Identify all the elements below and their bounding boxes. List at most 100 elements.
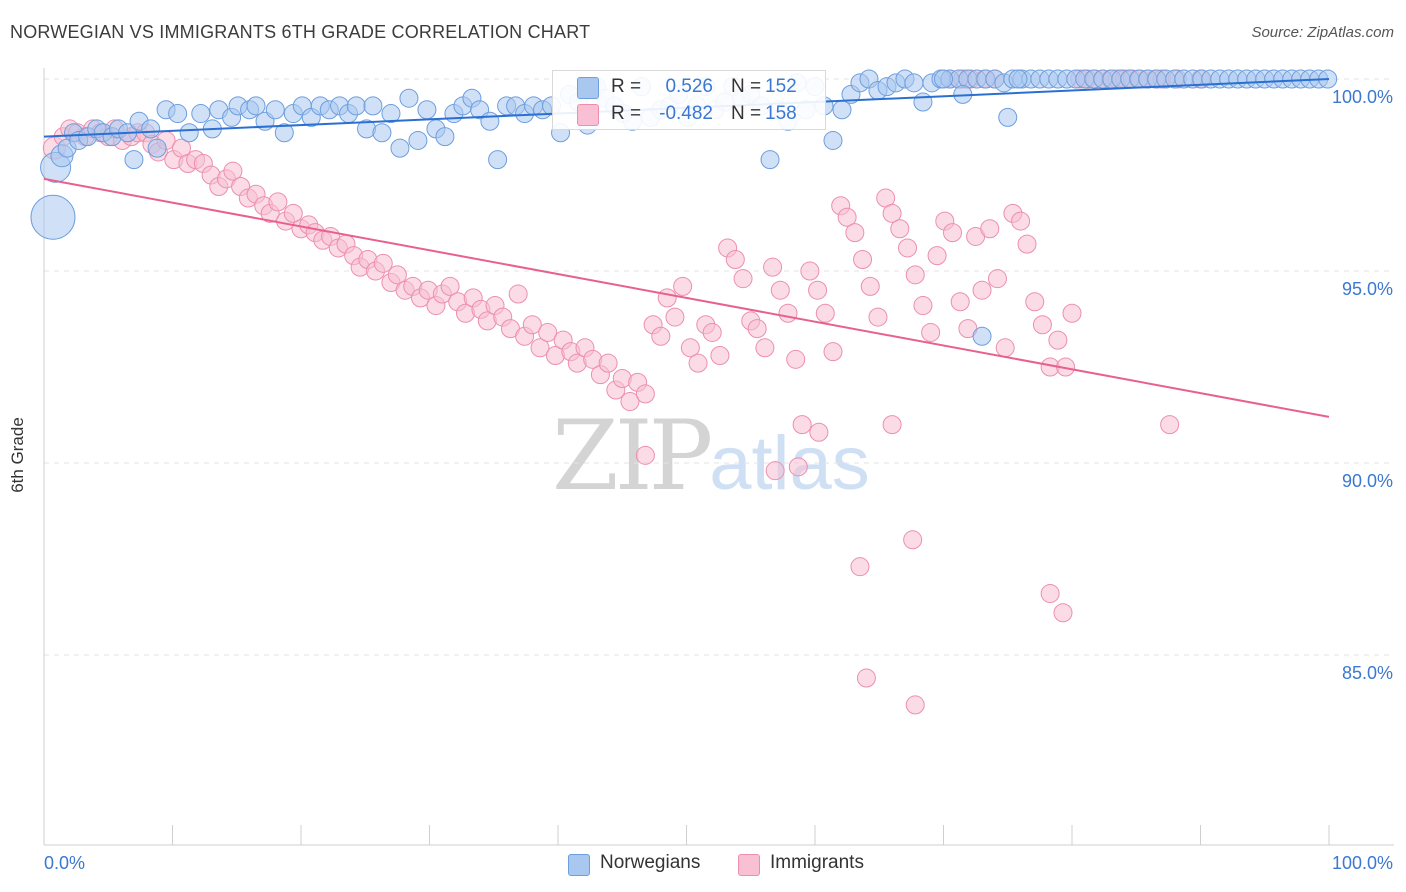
immigrant-point [856,668,876,688]
immigrant-point [710,345,730,365]
norwegian-point [274,123,294,143]
immigrant-point [837,207,857,227]
immigrant-point [898,238,918,258]
immigrant-point [778,303,798,323]
immigrant-point [733,269,753,289]
immigrants-trend-line [43,177,1330,418]
immigrants-n-value: 158 [765,103,797,124]
immigrant-point [702,322,722,342]
immigrant-point [850,557,870,577]
immigrant-point [987,269,1007,289]
immigrant-point [913,296,933,316]
y-tick-label: 90.0% [1342,471,1393,491]
norwegian-point [246,96,266,116]
immigrant-point [786,349,806,369]
norwegians-legend-swatch [568,854,590,876]
y-tick-label: 85.0% [1342,663,1393,683]
stats-legend: R = 0.526 N = 152 R = -0.482 N = 158 [552,70,826,130]
immigrant-point [882,203,902,223]
norwegian-point [168,104,188,124]
immigrant-point [927,246,947,266]
norwegians-swatch [577,77,599,99]
immigrant-point [651,326,671,346]
immigrant-point [657,288,677,308]
immigrant-point [1025,292,1045,312]
norwegian-point [934,69,953,89]
n-label: N = [731,103,762,124]
immigrant-point [950,292,970,312]
immigrants-swatch [577,104,599,126]
immigrant-point [223,161,243,181]
immigrant-point [635,384,655,404]
norwegian-point [141,119,161,139]
norwegian-point [904,73,924,93]
grid-lines [44,78,1394,656]
chart-source: Source: ZipAtlas.com [1251,24,1394,41]
immigrants-legend-label: Immigrants [770,852,864,873]
norwegian-point [265,100,285,120]
norwegian-point [191,104,211,124]
immigrant-point [440,276,460,296]
immigrant-point [890,219,910,239]
immigrant-point [788,457,808,477]
immigrant-point [1032,315,1052,335]
immigrant-point [1040,584,1060,604]
immigrant-point [903,530,923,550]
x-tick-label: 100.0% [1332,853,1393,873]
norwegian-point [1008,69,1028,89]
immigrant-point [1062,303,1082,323]
immigrant-point [688,353,708,373]
n-label: N = [731,76,762,97]
immigrant-point [809,422,829,442]
immigrant-point [800,261,820,281]
norwegian-point [823,130,843,150]
y-tick-label: 95.0% [1342,279,1393,299]
immigrant-point [1017,234,1037,254]
legend-row-immigrants: R = -0.482 N = 158 [553,101,825,127]
norwegians-n-value: 152 [765,76,797,97]
immigrant-point [980,219,1000,239]
immigrant-point [942,223,962,243]
immigrant-point [387,265,407,285]
immigrant-point [747,319,767,339]
chart-title: NORWEGIAN VS IMMIGRANTS 6TH GRADE CORREL… [10,22,591,42]
immigrant-point [905,265,925,285]
immigrant-point [1048,330,1068,350]
immigrant-point [853,249,873,269]
immigrant-point [620,392,640,412]
immigrant-point [905,695,925,715]
norwegian-point [124,150,144,170]
norwegian-point [372,123,392,143]
norwegian-point [488,150,508,170]
immigrant-point [823,342,843,362]
norwegian-point [147,138,167,158]
y-tick-label: 100.0% [1332,87,1393,107]
norwegian-point [972,326,992,346]
norwegian-point [381,104,401,124]
immigrant-point [680,338,700,358]
legend-row-norwegians: R = 0.526 N = 152 [553,74,825,100]
immigrants-points [42,69,1210,715]
immigrant-point [770,280,790,300]
immigrant-point [765,461,785,481]
immigrant-point [635,445,655,465]
r-label: R = [611,76,642,97]
immigrant-point [972,280,992,300]
immigrant-point [1160,415,1180,435]
immigrant-point [673,276,693,296]
norwegian-point [998,107,1018,127]
norwegian-point [760,150,780,170]
immigrants-r-value: -0.482 [659,103,713,124]
y-axis-label: 6th Grade [8,417,27,493]
norwegian-point [408,130,428,150]
norwegians-r-value: 0.526 [665,76,713,97]
immigrant-point [763,257,783,277]
norwegian-point [346,96,366,116]
immigrant-point [882,415,902,435]
norwegians-legend-label: Norwegians [600,852,701,873]
immigrant-point [755,338,775,358]
immigrant-point [373,253,393,273]
r-label: R = [611,103,642,124]
immigrant-point [808,280,828,300]
